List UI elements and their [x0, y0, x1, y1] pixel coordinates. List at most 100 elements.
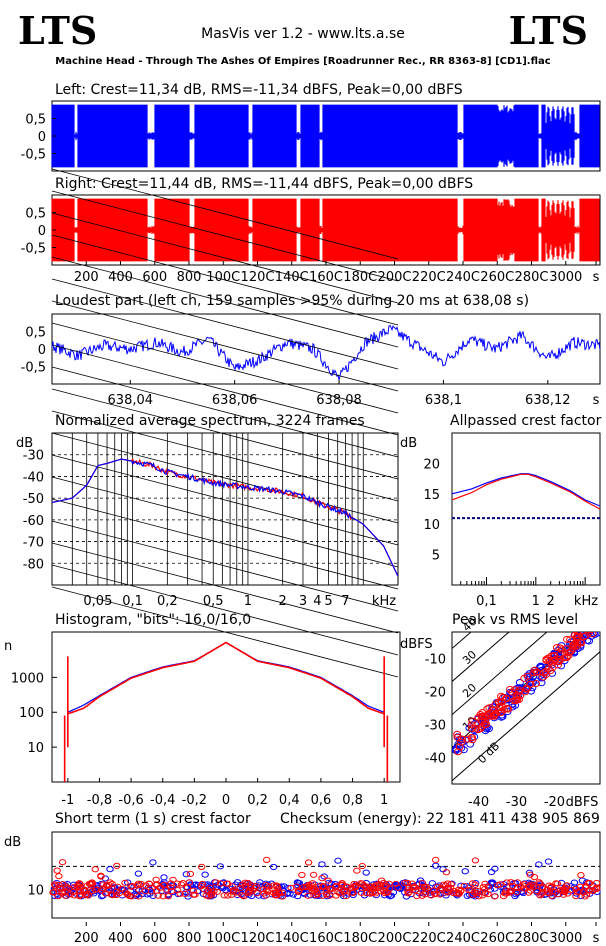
shortterm-point	[382, 888, 391, 896]
shortterm-xtick-label: 260C	[480, 931, 514, 946]
peakrms-point-right	[484, 712, 493, 720]
shortterm-point	[545, 890, 553, 897]
shortterm-point	[484, 891, 492, 898]
shortterm-point	[58, 888, 66, 895]
shortterm-xtick-label: 240C	[446, 931, 480, 946]
shortterm-point	[262, 886, 271, 893]
spectrum-slope-line	[51, 234, 399, 326]
shortterm-point	[55, 881, 63, 889]
shortterm-point	[206, 884, 215, 891]
lts-logo-right: LTS	[508, 8, 588, 53]
peakrms-ytick-label: -40	[425, 752, 446, 767]
peakrms-point-left	[595, 618, 602, 624]
peakrms-diag-label: 0 dB	[475, 739, 502, 766]
shortterm-point	[275, 890, 284, 897]
peakrms-point-right	[542, 655, 551, 663]
shortterm-point	[314, 883, 323, 890]
file-title: Machine Head - Through The Ashes Of Empi…	[55, 56, 551, 67]
shortterm-point	[444, 880, 452, 887]
peakrms-diagonal	[452, 632, 548, 716]
shortterm-point	[443, 885, 452, 892]
left-wave-signal	[51, 104, 600, 168]
peakrms-point-right	[523, 672, 532, 680]
peakrms-point-right	[562, 635, 571, 643]
peakrms-xtick-label: -20	[544, 795, 565, 810]
shortterm-point	[76, 892, 84, 899]
shortterm-point	[324, 877, 333, 884]
shortterm-point	[358, 862, 366, 870]
shortterm-point	[490, 893, 499, 900]
shortterm-point	[432, 890, 440, 897]
shortterm-point	[581, 893, 589, 900]
spectrum-slope-line	[51, 542, 399, 634]
shortterm-point	[58, 859, 67, 866]
app-title: MasVis ver 1.2 - www.lts.a.se	[201, 26, 405, 42]
peakrms-point-left	[593, 615, 600, 621]
peakrms-point-right	[591, 615, 598, 621]
right_wave-xtick-label: 200	[74, 270, 99, 285]
peakrms-point-right	[457, 738, 466, 746]
right_wave-xtick-label: 260C	[480, 270, 514, 285]
shortterm-point	[134, 870, 143, 877]
peakrms-point-right	[569, 641, 578, 649]
shortterm-point	[410, 883, 418, 890]
spectrum-series-left	[52, 458, 398, 577]
allpass-xtick-label: 1	[532, 594, 540, 609]
peakrms-point-right	[514, 696, 523, 704]
peakrms-point-left	[525, 673, 534, 681]
spectrum-slope-line	[51, 454, 399, 546]
shortterm-point	[337, 886, 346, 893]
shortterm-point	[373, 883, 382, 890]
histogram-xtick-label: -0,6	[118, 793, 143, 808]
shortterm-xtick-label: 140C	[275, 931, 309, 946]
spectrum-xtick-label: 0,1	[122, 594, 143, 609]
shortterm-point	[357, 889, 366, 896]
left-wave-ytick-label: 0	[38, 130, 46, 145]
loudest-title: Loudest part (left ch, 159 samples >95% …	[55, 293, 530, 309]
shortterm-point	[70, 883, 79, 890]
shortterm-point	[181, 890, 189, 898]
shortterm-point	[154, 892, 162, 899]
peakrms-point-right	[526, 680, 535, 688]
shortterm-point	[379, 879, 388, 887]
left-wave-ytick-label: 0,5	[25, 113, 46, 128]
shortterm-point	[342, 883, 351, 890]
shortterm-point	[189, 887, 197, 894]
spectrum-xtick-label: 0,05	[83, 594, 112, 609]
shortterm-points-right	[49, 856, 601, 900]
peakrms-point-right	[506, 685, 515, 693]
histogram-xtick-label: 0,8	[342, 793, 363, 808]
shortterm-point	[590, 886, 599, 893]
peakrms-xtick-label: -40	[468, 795, 489, 810]
peakrms-point-right	[474, 713, 483, 721]
shortterm-xtick-label: 800	[177, 931, 202, 946]
shortterm-point	[240, 893, 248, 900]
shortterm-point	[463, 883, 471, 890]
shortterm-point	[135, 893, 143, 900]
shortterm-point	[302, 884, 310, 891]
shortterm-point	[287, 884, 295, 891]
shortterm-point	[478, 892, 487, 899]
peakrms-point-right	[548, 664, 557, 672]
peakrms-point-right	[497, 698, 506, 706]
peakrms-ytick-label: -20	[425, 685, 446, 700]
histogram-xtick-label: 1	[380, 793, 388, 808]
shortterm-point	[201, 871, 209, 878]
shortterm-point	[545, 882, 553, 889]
allpass-series-right	[451, 473, 601, 510]
allpass-ytick-label: 20	[423, 457, 440, 472]
shortterm-point	[295, 887, 304, 894]
peakrms-point-right	[562, 653, 571, 661]
right-wave-ytick-label: -0,5	[21, 242, 46, 257]
spectrum-ytick-label: -60	[23, 514, 44, 529]
shortterm-point	[353, 867, 361, 874]
shortterm-point	[298, 871, 306, 879]
shortterm-point	[247, 884, 255, 891]
peakrms-point-right	[453, 733, 462, 741]
shortterm-ytick-label: 10	[27, 883, 44, 898]
shortterm-point	[124, 891, 132, 899]
peakrms-diagonal	[452, 651, 600, 782]
shortterm-point	[421, 891, 429, 898]
shortterm-point	[169, 888, 178, 896]
